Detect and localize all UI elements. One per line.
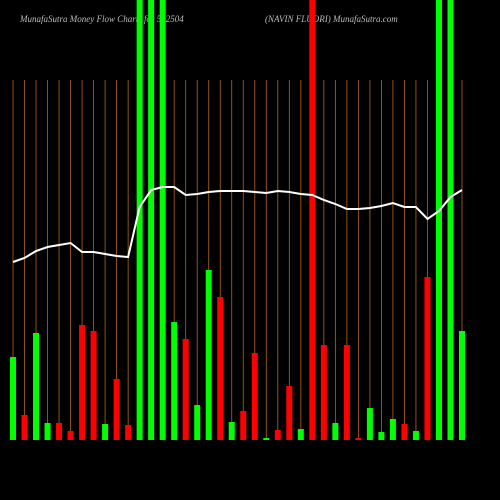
bar [459, 331, 465, 440]
bar [136, 0, 143, 440]
bar [424, 277, 431, 440]
bar [332, 423, 339, 440]
bar [90, 331, 97, 440]
bar [79, 325, 86, 440]
bar [56, 423, 63, 440]
bar [435, 0, 442, 440]
bar [194, 405, 201, 440]
bar [125, 425, 132, 440]
bar [113, 379, 120, 440]
bar [355, 438, 362, 440]
bar [182, 339, 189, 440]
bar [10, 357, 16, 440]
bar [286, 386, 293, 440]
bar [274, 430, 281, 440]
bar [412, 431, 419, 440]
bar [171, 322, 178, 440]
bar [263, 438, 270, 440]
bar [44, 423, 51, 440]
chart-title: MunafaSutra Money Flow Charts for 532504 [19, 14, 184, 24]
bar [240, 411, 247, 440]
bar [205, 270, 212, 440]
bar [159, 0, 166, 440]
bar [320, 345, 327, 440]
bar [401, 424, 408, 440]
chart-subtitle: (NAVIN FLUORI) MunafaSutra.com [265, 14, 398, 24]
bar [389, 419, 396, 440]
bar [217, 297, 224, 440]
bar [297, 429, 304, 440]
bar [102, 424, 109, 440]
bar [33, 333, 40, 440]
money-flow-line [12, 186, 463, 263]
bar [309, 0, 316, 440]
bar [447, 0, 454, 440]
bar [21, 415, 28, 440]
bar [228, 422, 235, 440]
bar [67, 431, 74, 440]
bar [148, 0, 155, 440]
bar [378, 432, 385, 440]
bar [343, 345, 350, 440]
bar [366, 408, 373, 440]
bar [251, 353, 258, 440]
